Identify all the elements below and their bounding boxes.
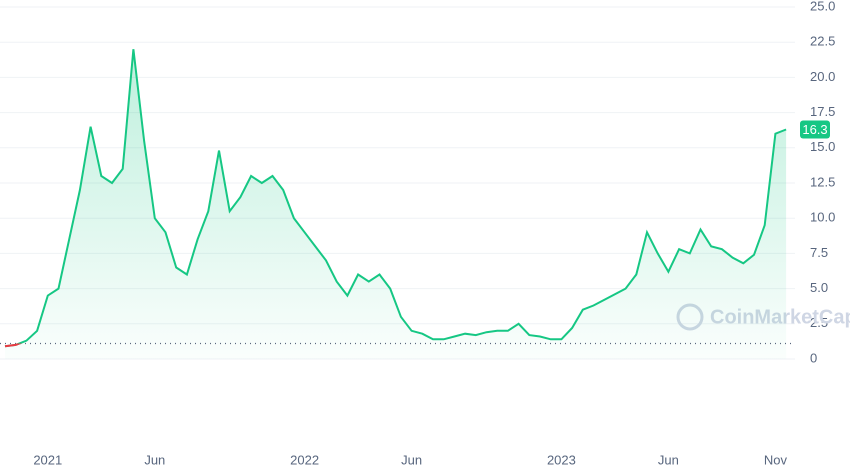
y-tick-label: 10.0 xyxy=(810,210,835,225)
last-price-tag xyxy=(800,120,830,139)
y-tick-label: 2.5 xyxy=(810,315,828,330)
y-tick-label: 12.5 xyxy=(810,174,835,189)
last-price-label: 16.3 xyxy=(802,122,827,137)
price-line xyxy=(4,49,787,348)
y-tick-label: 25.0 xyxy=(810,0,835,13)
x-tick-label: 2022 xyxy=(290,452,319,467)
y-tick-label: 5.0 xyxy=(810,280,828,295)
x-tick-label: Jun xyxy=(658,452,679,467)
y-tick-label: 0 xyxy=(810,350,817,365)
x-tick-label: 2021 xyxy=(33,452,62,467)
y-tick-label: 17.5 xyxy=(810,104,835,119)
x-tick-label: Jun xyxy=(401,452,422,467)
x-tick-label: Nov xyxy=(764,452,788,467)
x-tick-label: Jun xyxy=(144,452,165,467)
y-tick-label: 22.5 xyxy=(810,34,835,49)
x-tick-label: 2023 xyxy=(547,452,576,467)
y-tick-label: 7.5 xyxy=(810,245,828,260)
area xyxy=(5,49,787,359)
y-tick-label: 20.0 xyxy=(810,69,835,84)
y-tick-label: 15.0 xyxy=(810,139,835,154)
